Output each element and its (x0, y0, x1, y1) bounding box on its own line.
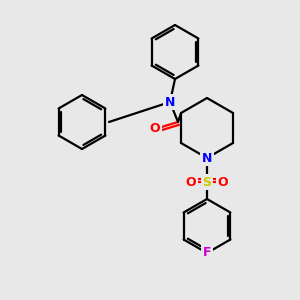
Text: F: F (203, 247, 211, 260)
Text: N: N (165, 95, 175, 109)
Text: S: S (202, 176, 211, 188)
Text: O: O (150, 122, 160, 136)
Text: N: N (202, 152, 212, 164)
Text: O: O (218, 176, 228, 188)
Text: O: O (186, 176, 196, 188)
